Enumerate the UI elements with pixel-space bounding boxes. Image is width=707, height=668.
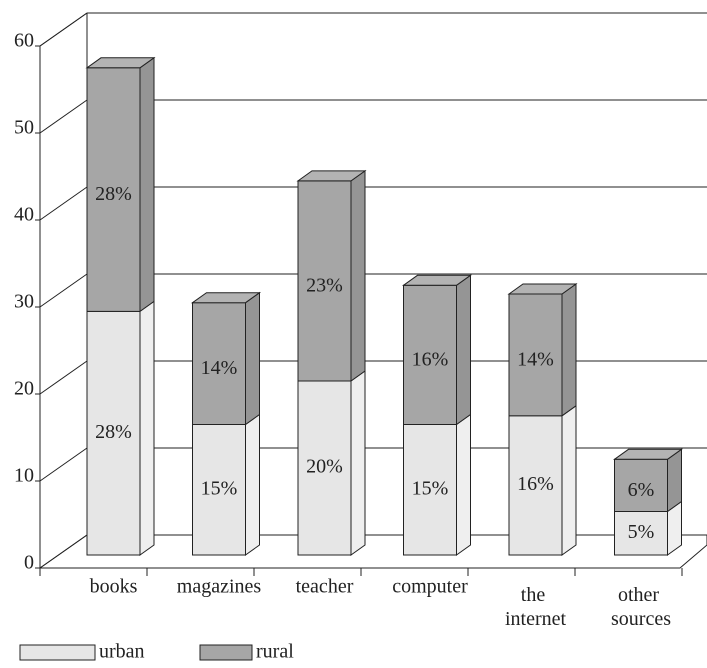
bar-front: [508, 293, 563, 417]
bar-front: [614, 458, 668, 512]
bar-front: [86, 67, 141, 312]
data-label: 14%: [517, 348, 554, 370]
bar-segment: [401, 274, 473, 426]
bar-side: [561, 404, 577, 556]
x-tick-label: computer: [392, 576, 468, 598]
grid-line: [39, 360, 88, 395]
bar-segment: [297, 370, 366, 556]
bar-top: [612, 448, 684, 460]
bar-segment: [86, 300, 155, 556]
data-label: 15%: [201, 477, 238, 499]
x-tick-label: books: [90, 576, 138, 598]
y-tick-label: 50: [14, 117, 34, 139]
data-label: 15%: [412, 477, 449, 499]
legend-swatch: [199, 644, 253, 661]
x-tick-label: the internet: [505, 584, 567, 630]
bar-segment: [85, 56, 156, 313]
x-tick-label: teacher: [296, 576, 354, 598]
bar-side: [245, 291, 260, 426]
bar-segment: [508, 404, 577, 556]
bar-segment: [296, 169, 367, 382]
bar-side: [139, 56, 155, 313]
x-tick-label: magazines: [177, 576, 262, 598]
grid-line: [39, 534, 88, 569]
data-label: 5%: [628, 521, 655, 543]
bar-segment: [612, 448, 684, 513]
bar-side: [350, 169, 366, 382]
bar-top: [296, 170, 367, 182]
bar-segment: [507, 283, 578, 417]
grid-line: [39, 12, 88, 47]
grid-line: [39, 273, 88, 308]
data-label: 23%: [306, 275, 343, 297]
bar-side: [561, 283, 577, 417]
bar-side: [667, 448, 682, 513]
bar-front: [192, 302, 246, 426]
y-tick-label: 20: [14, 378, 34, 400]
x-tick-label: other sources: [611, 584, 671, 630]
data-label: 20%: [306, 456, 343, 478]
data-label: 28%: [95, 183, 132, 205]
bar-top: [507, 283, 578, 295]
bar-side: [139, 300, 155, 556]
data-label: 14%: [201, 357, 238, 379]
legend-swatch: [19, 644, 96, 661]
y-tick-label: 10: [14, 465, 34, 487]
bar-segment: [403, 413, 471, 556]
bar-side: [456, 413, 471, 556]
data-label: 6%: [628, 479, 655, 501]
bar-front: [403, 424, 457, 556]
bar-top: [401, 274, 473, 286]
y-tick-label: 30: [14, 291, 34, 313]
data-label: 16%: [412, 348, 449, 370]
bar-side: [245, 413, 260, 556]
y-tick-label: 0: [24, 552, 34, 574]
bar-segment: [614, 500, 682, 556]
bar-segment: [190, 291, 262, 426]
y-tick-label: 40: [14, 204, 34, 226]
bar-side: [350, 370, 366, 556]
bar-side: [456, 274, 471, 426]
data-label: 28%: [95, 421, 132, 443]
legend-label: rural: [256, 641, 294, 663]
bar-front: [403, 284, 457, 425]
bar-front: [86, 310, 141, 556]
legend-label: urban: [99, 641, 145, 663]
bar-front: [297, 380, 352, 556]
bar-front: [508, 415, 563, 556]
grid-line: [39, 447, 88, 482]
grid-line: [39, 99, 88, 134]
bar-top: [190, 292, 262, 304]
y-tick-label: 60: [14, 30, 34, 52]
data-label: 16%: [517, 473, 554, 495]
bar-top: [85, 57, 156, 69]
grid-line: [39, 186, 88, 221]
